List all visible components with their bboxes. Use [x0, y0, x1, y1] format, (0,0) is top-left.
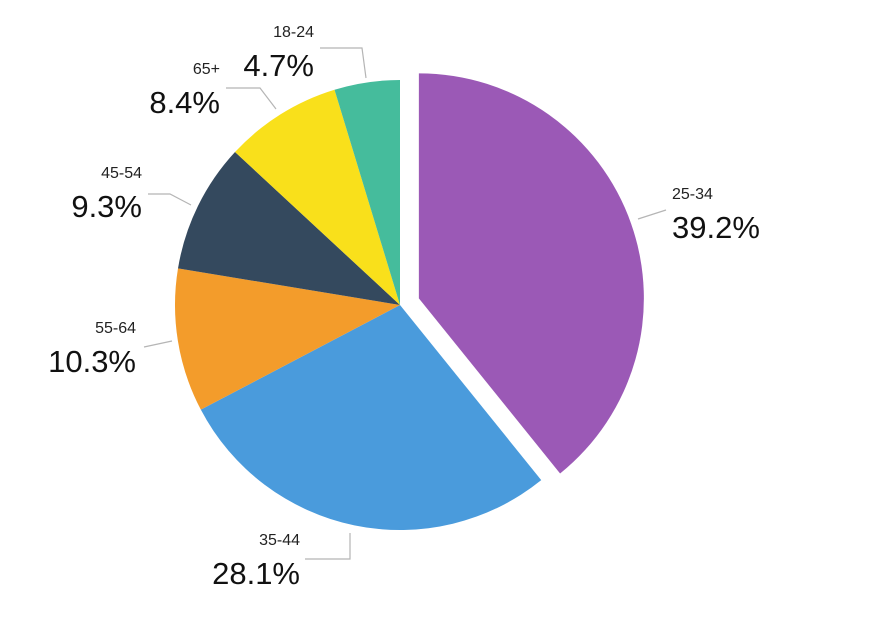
slice-category-label: 25-34	[672, 186, 713, 203]
leader-line-18-24	[320, 47, 367, 79]
leader-line-25-34	[637, 209, 667, 220]
slice-category-label: 35-44	[259, 532, 300, 549]
slice-category-label: 55-64	[95, 320, 136, 337]
leader-line-45-54	[148, 193, 192, 206]
pie-slice-25-34	[418, 73, 644, 474]
slice-category-label: 18-24	[273, 24, 314, 41]
slice-category-label: 65+	[193, 61, 220, 78]
pie-slice-18-24	[334, 80, 400, 305]
leader-line-35-44	[305, 533, 351, 560]
slice-value-label: 8.4%	[149, 85, 220, 120]
slice-value-label: 10.3%	[48, 344, 136, 379]
leader-line-65+	[226, 87, 277, 110]
slice-value-label: 39.2%	[672, 210, 760, 245]
leader-line-55-64	[143, 340, 173, 348]
slice-value-label: 4.7%	[243, 48, 314, 83]
pie-slice-45-54	[178, 152, 400, 305]
pie-slice-35-44	[200, 305, 542, 530]
pie-slice-55-64	[175, 268, 400, 410]
pie-slice-65+	[235, 89, 400, 306]
slice-category-label: 45-54	[101, 165, 142, 182]
slice-value-label: 28.1%	[212, 556, 300, 591]
slice-value-label: 9.3%	[71, 189, 142, 224]
